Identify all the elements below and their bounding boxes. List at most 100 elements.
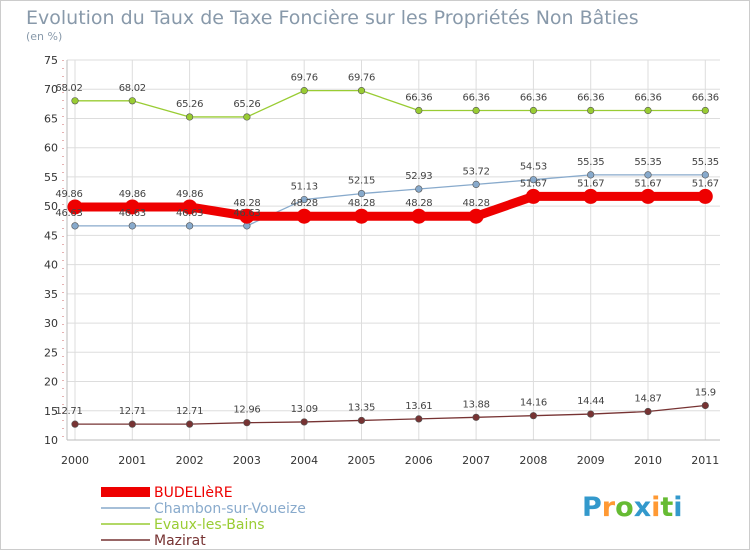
data-label-evaux-les-bains-2001: 68.02 — [119, 83, 146, 94]
data-label-mazirat-2007: 13.88 — [463, 399, 490, 410]
x-tick-2010: 2010 — [634, 454, 662, 467]
y-tick-30: 30 — [44, 317, 58, 330]
data-label-evaux-les-bains-2010: 66.36 — [634, 93, 661, 104]
data-label-evaux-les-bains-2005: 69.76 — [348, 73, 375, 84]
point-chambon-sur-voueize-2001 — [128, 222, 136, 230]
point-evaux-les-bains-2001 — [128, 97, 136, 105]
plot-area — [67, 60, 720, 440]
point-evaux-les-bains-2011 — [701, 106, 709, 115]
legend-label-mazirat: Mazirat — [154, 533, 206, 549]
logo-letter-3: x — [634, 492, 651, 523]
logo-letter-4: i — [651, 492, 660, 523]
point-evaux-les-bains-2004 — [300, 87, 308, 95]
point-chambon-sur-voueize-2011 — [701, 171, 709, 179]
series-group — [67, 87, 713, 428]
point-budeli-re-2010 — [640, 188, 656, 204]
point-evaux-les-bains-2003 — [243, 113, 251, 121]
point-budeli-re-2011 — [697, 188, 713, 204]
x-tick-2004: 2004 — [290, 454, 318, 467]
point-mazirat-2011 — [701, 401, 709, 410]
logo-letter-6: i — [673, 492, 682, 523]
data-label-evaux-les-bains-2008: 66.36 — [520, 93, 547, 104]
x-tick-2005: 2005 — [348, 454, 376, 467]
point-budeli-re-2008 — [525, 188, 541, 204]
data-label-mazirat-2004: 13.09 — [291, 404, 318, 415]
point-budeli-re-2000 — [67, 199, 83, 215]
point-mazirat-2008 — [529, 412, 538, 420]
point-chambon-sur-voueize-2002 — [186, 222, 194, 230]
point-evaux-les-bains-2007 — [472, 106, 480, 115]
data-label-mazirat-2003: 12.96 — [233, 405, 260, 416]
point-evaux-les-bains-2005 — [357, 87, 366, 95]
data-label-budeli-re-2004: 48.28 — [291, 198, 318, 209]
y-tick-35: 35 — [44, 288, 58, 301]
proxiti-logo: Proxiti — [582, 492, 683, 523]
point-budeli-re-2005 — [354, 208, 369, 224]
x-tick-2001: 2001 — [118, 454, 146, 467]
point-evaux-les-bains-2008 — [529, 106, 538, 115]
data-labels: 68.02 68.02 65.26 65.26 69.76 69.76 66.36 66.36… — [55, 73, 719, 418]
data-label-chambon-sur-voueize-2011: 55.35 — [692, 157, 719, 168]
x-tick-2009: 2009 — [577, 454, 605, 467]
data-label-chambon-sur-voueize-2008: 54.53 — [520, 162, 547, 173]
point-evaux-les-bains-2000 — [71, 97, 79, 105]
point-evaux-les-bains-2006 — [415, 106, 423, 115]
point-budeli-re-2004 — [296, 208, 312, 224]
data-label-evaux-les-bains-2007: 66.36 — [463, 93, 490, 104]
data-label-mazirat-2008: 14.16 — [520, 398, 547, 409]
point-mazirat-2006 — [415, 415, 423, 423]
x-tick-2008: 2008 — [519, 454, 547, 467]
data-label-budeli-re-2001: 49.86 — [119, 189, 146, 200]
data-label-mazirat-2010: 14.87 — [634, 394, 661, 405]
point-budeli-re-2006 — [411, 208, 427, 224]
y-tick-75: 75 — [44, 54, 58, 67]
data-label-evaux-les-bains-2006: 66.36 — [405, 93, 432, 104]
chart-subtitle: (en %) — [26, 30, 62, 43]
data-label-mazirat-2005: 13.35 — [348, 402, 375, 413]
y-tick-15: 15 — [44, 405, 58, 418]
data-label-budeli-re-2006: 48.28 — [405, 198, 432, 209]
legend-label-evaux-les-bains: Evaux-les-Bains — [154, 517, 265, 533]
y-tick-50: 50 — [44, 200, 58, 213]
data-label-chambon-sur-voueize-2010: 55.35 — [634, 157, 661, 168]
point-chambon-sur-voueize-2006 — [415, 185, 423, 193]
x-tick-2007: 2007 — [462, 454, 490, 467]
point-chambon-sur-voueize-2005 — [357, 189, 366, 198]
point-evaux-les-bains-2010 — [644, 106, 652, 115]
point-budeli-re-2001 — [124, 199, 140, 215]
data-label-evaux-les-bains-2011: 66.36 — [692, 93, 719, 104]
logo-letter-5: t — [660, 492, 673, 523]
legend: BUDELIèREChambon-sur-VoueizeEvaux-les-Ba… — [101, 485, 306, 549]
legend-label-chambon-sur-voueize: Chambon-sur-Voueize — [154, 501, 306, 517]
y-tick-10: 10 — [44, 434, 58, 447]
point-evaux-les-bains-2009 — [587, 106, 595, 115]
y-tick-20: 20 — [44, 376, 58, 389]
data-label-budeli-re-2005: 48.28 — [348, 198, 375, 209]
logo-letter-2: o — [615, 492, 634, 523]
x-tick-2003: 2003 — [233, 454, 261, 467]
data-label-chambon-sur-voueize-2006: 52.93 — [405, 171, 432, 182]
data-label-budeli-re-2002: 49.86 — [176, 189, 203, 200]
data-label-chambon-sur-voueize-2002: 46.63 — [176, 208, 203, 219]
point-mazirat-2004 — [300, 418, 308, 426]
data-label-evaux-les-bains-2004: 69.76 — [291, 73, 318, 84]
point-budeli-re-2007 — [468, 208, 484, 224]
point-budeli-re-2002 — [182, 199, 198, 215]
data-label-mazirat-2009: 14.44 — [577, 396, 604, 407]
axes: 10 15 20 25 30 35 40 45 50 55 60 65 70 75 2000 2001 2002… — [44, 54, 720, 467]
y-tick-40: 40 — [44, 259, 58, 272]
point-budeli-re-2003 — [239, 208, 255, 224]
point-mazirat-2003 — [243, 419, 251, 427]
data-label-chambon-sur-voueize-2005: 52.15 — [348, 176, 375, 187]
data-label-mazirat-2000: 12.71 — [55, 406, 82, 417]
data-label-mazirat-2011: 15.9 — [695, 388, 716, 399]
series-line-budeli-re — [70, 191, 710, 221]
point-chambon-sur-voueize-2010 — [644, 171, 652, 179]
point-mazirat-2001 — [128, 420, 136, 428]
data-label-mazirat-2006: 13.61 — [405, 401, 432, 412]
legend-label-budeli-re: BUDELIèRE — [154, 485, 233, 501]
data-label-evaux-les-bains-2009: 66.36 — [577, 93, 604, 104]
point-mazirat-2002 — [186, 420, 194, 428]
data-label-chambon-sur-voueize-2009: 55.35 — [577, 157, 604, 168]
point-mazirat-2007 — [472, 413, 480, 421]
